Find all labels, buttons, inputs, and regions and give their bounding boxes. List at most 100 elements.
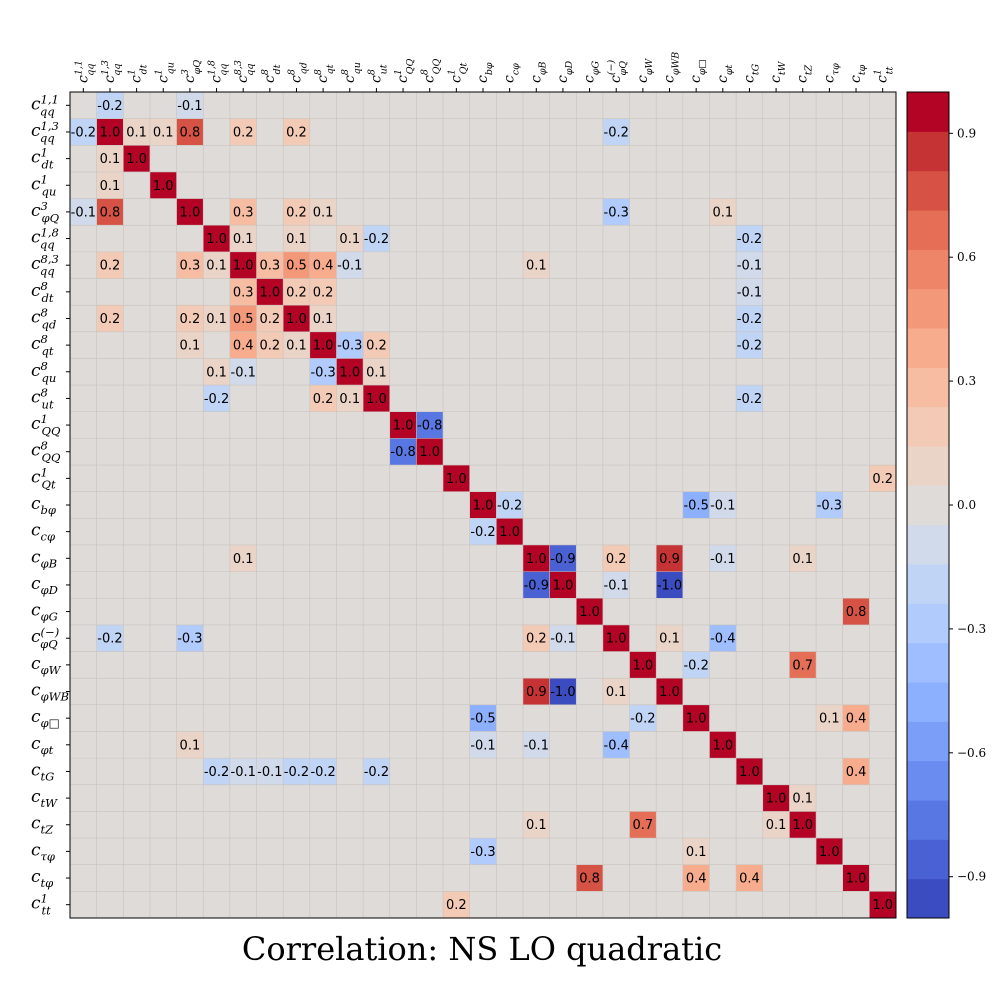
heatmap-cell <box>176 651 204 679</box>
heatmap-cell <box>389 678 417 706</box>
cell-value-label: 0.4 <box>846 765 867 780</box>
cell-value-label: 0.1 <box>526 259 547 274</box>
heatmap-cell <box>496 305 524 333</box>
heatmap-cell <box>762 358 790 386</box>
heatmap-cell <box>816 784 844 812</box>
cell-value-label: -0.2 <box>737 232 762 247</box>
cell-value-label: 0.8 <box>846 605 867 620</box>
heatmap-cell <box>736 651 764 679</box>
cell-value-label: 0.1 <box>819 712 840 727</box>
heatmap-cell <box>816 651 844 679</box>
heatmap-cell <box>602 678 630 706</box>
x-tick-label-cphiQ3: c3φQ <box>180 60 203 83</box>
heatmap-cell <box>842 758 870 786</box>
heatmap-cell <box>736 704 764 732</box>
heatmap-cell <box>709 278 737 306</box>
cell-value-label: 0.1 <box>792 792 813 807</box>
x-tick-label-cqu1: c1qu <box>153 62 176 83</box>
y-tick-label-cphibox: cφ□ <box>31 707 60 730</box>
colorbar-segment <box>907 288 949 329</box>
cell-value-label: -0.1 <box>71 205 96 220</box>
heatmap-cell <box>283 811 311 839</box>
heatmap-cell <box>762 331 790 359</box>
heatmap-cell <box>709 624 737 652</box>
cell-value-label: -0.2 <box>737 312 762 327</box>
cell-value-label: 0.1 <box>766 818 787 833</box>
heatmap-cell <box>176 811 204 839</box>
heatmap-cell <box>443 385 471 413</box>
heatmap-cell <box>70 784 98 812</box>
heatmap-cell <box>709 678 737 706</box>
heatmap-cell <box>336 92 364 120</box>
heatmap-cell <box>682 651 710 679</box>
heatmap-cell <box>443 838 471 866</box>
heatmap-cell <box>443 864 471 892</box>
heatmap-cell <box>496 518 524 546</box>
cell-value-label: -0.2 <box>97 99 122 114</box>
heatmap-cell <box>789 358 817 386</box>
heatmap-cell <box>176 544 204 573</box>
heatmap-cell <box>416 678 444 706</box>
heatmap-cell <box>736 278 764 306</box>
heatmap-cell <box>309 838 337 866</box>
heatmap-cell <box>123 145 151 173</box>
heatmap-cell <box>816 118 844 146</box>
heatmap-cell <box>149 385 177 413</box>
heatmap-cell <box>443 251 471 279</box>
heatmap-cell <box>283 118 311 146</box>
heatmap-cell <box>363 465 391 493</box>
heatmap-cell <box>789 385 817 413</box>
heatmap-cell <box>522 118 551 146</box>
heatmap-cell <box>789 491 817 519</box>
heatmap-cell <box>389 198 417 226</box>
heatmap-cell <box>469 411 497 439</box>
heatmap-cell <box>443 891 471 919</box>
heatmap-cell <box>416 278 444 306</box>
heatmap-cell <box>309 145 337 173</box>
cell-value-label: 1.0 <box>366 392 387 407</box>
heatmap-cell <box>309 225 337 253</box>
cell-value-label: 0.1 <box>526 818 547 833</box>
heatmap-cell <box>309 544 337 573</box>
y-tick-label-ctauphi: cτφ <box>31 840 56 863</box>
heatmap-cell <box>522 305 551 333</box>
heatmap-cell <box>336 544 364 573</box>
heatmap-cell <box>869 465 897 493</box>
heatmap-cell <box>443 411 471 439</box>
heatmap-cell <box>256 491 284 519</box>
heatmap-cell <box>416 92 444 120</box>
heatmap-cell <box>149 731 177 759</box>
heatmap-cell <box>789 411 817 439</box>
cell-value-label: -0.1 <box>550 632 575 647</box>
heatmap-cell <box>96 784 124 812</box>
heatmap-cell <box>656 171 684 199</box>
heatmap-cell <box>123 171 151 199</box>
cell-value-label: -0.3 <box>337 339 362 354</box>
heatmap-cell <box>602 305 630 333</box>
heatmap-cell <box>70 544 98 573</box>
cell-value-label: 1.0 <box>659 685 680 700</box>
heatmap-cell <box>389 278 417 306</box>
heatmap-cell <box>96 651 124 679</box>
heatmap-cell <box>496 758 524 786</box>
heatmap-cell <box>816 518 844 546</box>
cell-value-label: -0.2 <box>364 765 389 780</box>
cell-value-label: -0.2 <box>364 232 389 247</box>
heatmap-cell <box>149 358 177 386</box>
cell-value-label: -0.1 <box>710 499 735 514</box>
colorbar-segment <box>907 682 949 722</box>
heatmap-cell <box>549 598 577 626</box>
heatmap-cell <box>176 438 204 466</box>
heatmap-cell <box>176 758 204 786</box>
heatmap-cell <box>496 731 524 759</box>
heatmap-cell <box>443 598 471 626</box>
heatmap-cell <box>469 518 497 546</box>
heatmap-cell <box>283 251 311 279</box>
heatmap-cell <box>229 784 257 812</box>
heatmap-cell <box>389 651 417 679</box>
heatmap-cell <box>736 251 764 279</box>
heatmap-cell <box>602 544 630 573</box>
heatmap-cell <box>70 225 98 253</box>
heatmap-cell <box>576 678 604 706</box>
heatmap-cell <box>496 704 524 732</box>
